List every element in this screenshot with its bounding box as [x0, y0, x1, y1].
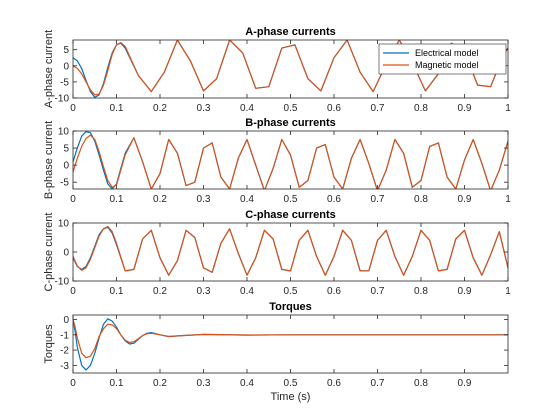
x-tick-label: 0.3: [197, 286, 211, 297]
x-tick-label: 0.4: [240, 378, 254, 389]
panel-title: Torques: [269, 301, 312, 313]
y-tick-label: -10: [55, 277, 70, 288]
panel-1: 0 0.1 0.2 0.3 0.4 0.5 0.6 0.7 0.8 0.9 1 -10 -5 0 5 A-ph…: [43, 26, 511, 114]
x-tick-label: 0: [70, 378, 76, 389]
panel-2: 0 0.1 0.2 0.3 0.4 0.5 0.6 0.7 0.8 0.9 1-50510B-pha…: [43, 117, 511, 205]
y-tick-label: 10: [58, 127, 70, 138]
x-tick-label: 0.2: [153, 286, 167, 297]
x-tick-label: 0.8: [414, 103, 428, 114]
panel-title: B-phase currents: [245, 117, 335, 129]
legend-entry: Electrical model: [415, 48, 479, 58]
x-axis-label: Time (s): [271, 391, 311, 403]
x-tick-label: 0.5: [284, 378, 298, 389]
x-tick-label: 0.7: [371, 194, 385, 205]
y-tick-label: 10: [58, 219, 70, 230]
x-tick-label: 0: [70, 103, 76, 114]
x-tick-label: 0.2: [153, 103, 167, 114]
x-tick-label: 0: [70, 286, 76, 297]
x-tick-label: 0.1: [110, 103, 124, 114]
plot-area: [73, 315, 508, 373]
x-tick-label: 0.1: [110, 286, 124, 297]
y-tick-label: 0: [63, 161, 69, 172]
x-tick-label: 0: [70, 194, 76, 205]
x-tick-label: 0.5: [284, 286, 298, 297]
y-axis-label: Torques: [43, 324, 55, 364]
legend: Electrical model Magnetic model: [378, 43, 507, 75]
series-line-magnetic: [73, 134, 508, 189]
x-tick-label: 0.3: [197, 103, 211, 114]
x-tick-label: 0.7: [371, 378, 385, 389]
series-line-magnetic: [73, 225, 508, 276]
x-tick-label: 0.6: [327, 378, 341, 389]
y-tick-label: 5: [63, 45, 69, 56]
x-tick-label: 0.3: [197, 194, 211, 205]
series-line-magnetic: [73, 40, 508, 96]
x-tick-label: 0.4: [240, 194, 254, 205]
legend-entry: Magnetic model: [415, 60, 479, 70]
x-tick-label: 0.4: [240, 286, 254, 297]
y-tick-label: -5: [60, 178, 69, 189]
legend-box: [378, 43, 507, 75]
y-axis-label: A-phase current: [43, 30, 55, 108]
x-tick-label: 0.6: [327, 103, 341, 114]
x-tick-label: 1: [505, 103, 511, 114]
x-tick-label: 1: [505, 286, 511, 297]
panel-4: 0 0.1 0.2 0.3 0.4 0.5 0.6 0.7 0.8 0.9 -3 -2 -1 0 Torqu…: [43, 301, 509, 403]
y-tick-label: -5: [60, 77, 69, 88]
x-tick-label: 0.8: [414, 194, 428, 205]
y-axis-label: C-phase current: [43, 213, 55, 292]
x-tick-label: 0.3: [197, 378, 211, 389]
panel-title: C-phase currents: [245, 209, 335, 221]
y-tick-label: -1: [60, 330, 69, 341]
y-tick-label: -10: [55, 94, 70, 105]
series-line-magnetic: [73, 319, 508, 359]
x-tick-label: 0.4: [240, 103, 254, 114]
y-tick-label: 0: [63, 248, 69, 259]
x-tick-label: 0.5: [284, 103, 298, 114]
panel-title: A-phase currents: [245, 26, 335, 38]
x-tick-label: 1: [505, 194, 511, 205]
y-tick-label: -2: [60, 346, 69, 357]
panel-3: 0 0.1 0.2 0.3 0.4 0.5 0.6 0.7 0.8 0.9 1-10010C-pha…: [43, 209, 511, 297]
y-axis-label: B-phase current: [43, 121, 55, 199]
y-tick-label: -3: [60, 361, 69, 372]
x-tick-label: 0.8: [414, 286, 428, 297]
x-tick-label: 0.7: [371, 103, 385, 114]
x-tick-label: 0.8: [414, 378, 428, 389]
x-tick-label: 0.7: [371, 286, 385, 297]
x-tick-label: 0.9: [458, 378, 472, 389]
x-tick-label: 0.5: [284, 194, 298, 205]
x-tick-label: 0.6: [327, 286, 341, 297]
y-tick-label: 0: [63, 61, 69, 72]
y-tick-label: 5: [63, 144, 69, 155]
x-tick-label: 0.2: [153, 378, 167, 389]
x-tick-label: 0.9: [458, 286, 472, 297]
x-tick-label: 0.6: [327, 194, 341, 205]
x-tick-label: 0.9: [458, 103, 472, 114]
x-tick-label: 0.1: [110, 378, 124, 389]
x-tick-label: 0.9: [458, 194, 472, 205]
x-tick-label: 0.2: [153, 194, 167, 205]
x-tick-label: 0.1: [110, 194, 124, 205]
y-tick-label: 0: [63, 315, 69, 326]
plot-area: [73, 131, 508, 189]
